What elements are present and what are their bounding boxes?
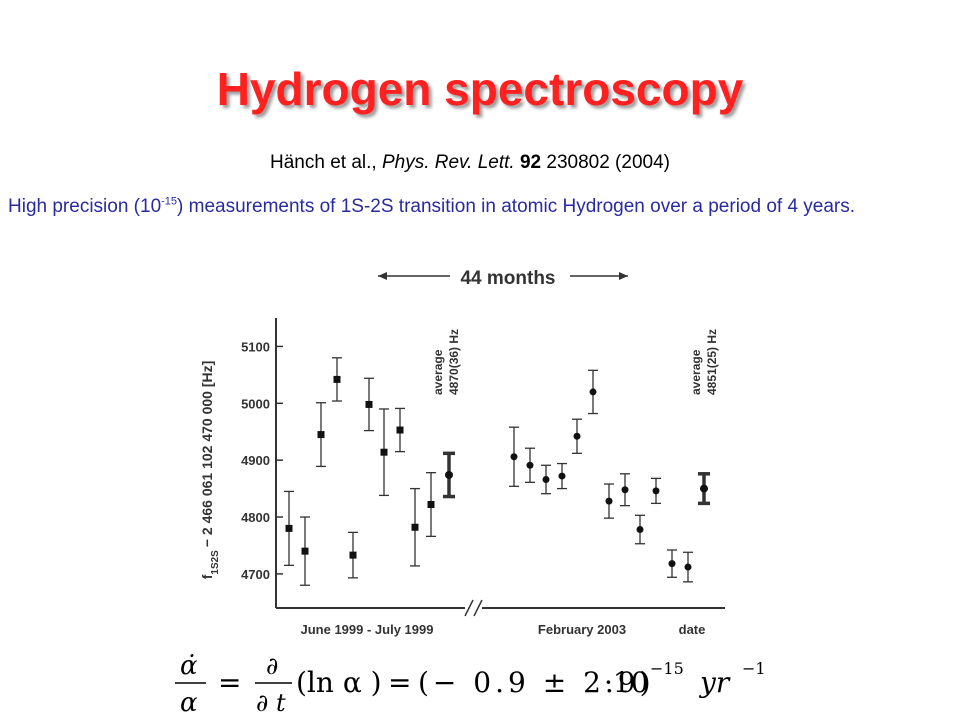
- y-ticks: 4700 4800 4900 5000 5100: [241, 339, 283, 582]
- data-points: [284, 357, 710, 586]
- span-arrowhead-left: [378, 272, 387, 280]
- point-2003-0: [510, 453, 518, 461]
- span-arrowhead-right: [619, 272, 628, 280]
- point-1999-3: [333, 375, 341, 383]
- citation-rest: 230802 (2004): [546, 152, 670, 173]
- y-tick-label-4900: 4900: [241, 453, 270, 468]
- point-2003-8: [636, 526, 644, 534]
- y-tick-label-5100: 5100: [241, 339, 270, 354]
- axis-break-mark-1: [464, 599, 474, 617]
- point-1999-4: [349, 551, 357, 559]
- average-0-point: [445, 470, 453, 479]
- point-1999-7: [396, 426, 404, 434]
- formula-partial: ∂: [266, 652, 278, 680]
- point-1999-9: [427, 501, 435, 509]
- span-label: 44 months: [460, 268, 555, 289]
- point-2003-11: [684, 563, 692, 571]
- axes: [275, 318, 725, 617]
- y-axis-title-rest: − 2 466 061 102 470 000 [Hz]: [199, 361, 215, 547]
- formula-unit: yr: [698, 666, 731, 699]
- formula-partial-t: ∂ t: [256, 689, 286, 717]
- point-2003-9: [652, 487, 660, 495]
- y-axis-title-sub: 1S2S: [210, 550, 221, 575]
- x-label-1999: June 1999 - July 1999: [301, 622, 434, 637]
- average-label-1999-line1: average: [431, 349, 445, 395]
- point-2003-7: [621, 486, 629, 494]
- description-pre: High precision (10: [8, 196, 162, 217]
- formula-exp-unit: −1: [742, 659, 766, 678]
- y-tick-label-4700: 4700: [241, 567, 270, 582]
- y-axis-title-f: f: [199, 574, 215, 579]
- y-tick-label-5000: 5000: [241, 396, 270, 411]
- point-1999-0: [285, 524, 293, 532]
- average-label-2003-line1: average: [689, 349, 703, 395]
- point-2003-5: [589, 388, 597, 396]
- point-1999-6: [380, 448, 388, 456]
- point-1999-8: [411, 523, 419, 531]
- citation-volume: 92: [519, 152, 542, 173]
- point-2003-10: [668, 560, 676, 568]
- formula-equals-2: =: [388, 666, 411, 699]
- point-1999-5: [365, 400, 373, 408]
- average-label-2003-line2: 4851(25) Hz: [705, 329, 719, 395]
- average-1-point: [700, 484, 708, 493]
- drift-formula: α̇ α = ∂ ∂ t (ln α ) = (− 0.9 ± 2.9) ·10…: [175, 651, 766, 718]
- formula-times-ten: ·10: [604, 666, 649, 699]
- formula-alpha-dot: α̇: [180, 651, 198, 681]
- point-2003-3: [558, 472, 566, 480]
- point-2003-1: [526, 461, 534, 469]
- citation: Hänch et al., Phys. Rev. Lett. 92 230802…: [0, 152, 940, 174]
- citation-journal: Phys. Rev. Lett.: [381, 152, 515, 173]
- formula-exp-value: −15: [650, 659, 684, 678]
- formula-ln-alpha: (ln α ): [296, 666, 382, 699]
- point-2003-4: [573, 432, 581, 440]
- y-tick-label-4800: 4800: [241, 510, 270, 525]
- point-2003-2: [542, 475, 550, 483]
- x-label-2003: February 2003: [538, 622, 626, 637]
- formula-equals-1: =: [218, 666, 241, 699]
- average-label-1999-line2: 4870(36) Hz: [447, 329, 461, 395]
- axis-break-mark-2: [473, 599, 483, 617]
- formula-value: (− 0.9 ± 2.9): [418, 666, 655, 699]
- description-exponent: -15: [161, 195, 178, 208]
- citation-authors: Hänch et al.,: [270, 152, 377, 173]
- description-post: ) measurements of 1S-2S transition in at…: [177, 196, 856, 217]
- point-2003-6: [605, 497, 613, 505]
- y-axis-title: f1S2S − 2 466 061 102 470 000 [Hz]: [199, 361, 221, 580]
- formula-alpha: α: [180, 688, 198, 718]
- point-1999-1: [301, 547, 309, 555]
- x-label-date: date: [679, 622, 706, 637]
- slide-title: Hydrogen spectroscopy: [216, 63, 744, 115]
- description: High precision (10-15) measurements of 1…: [8, 193, 908, 220]
- point-1999-2: [317, 431, 325, 439]
